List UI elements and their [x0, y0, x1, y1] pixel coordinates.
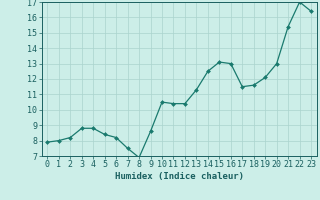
- X-axis label: Humidex (Indice chaleur): Humidex (Indice chaleur): [115, 172, 244, 181]
